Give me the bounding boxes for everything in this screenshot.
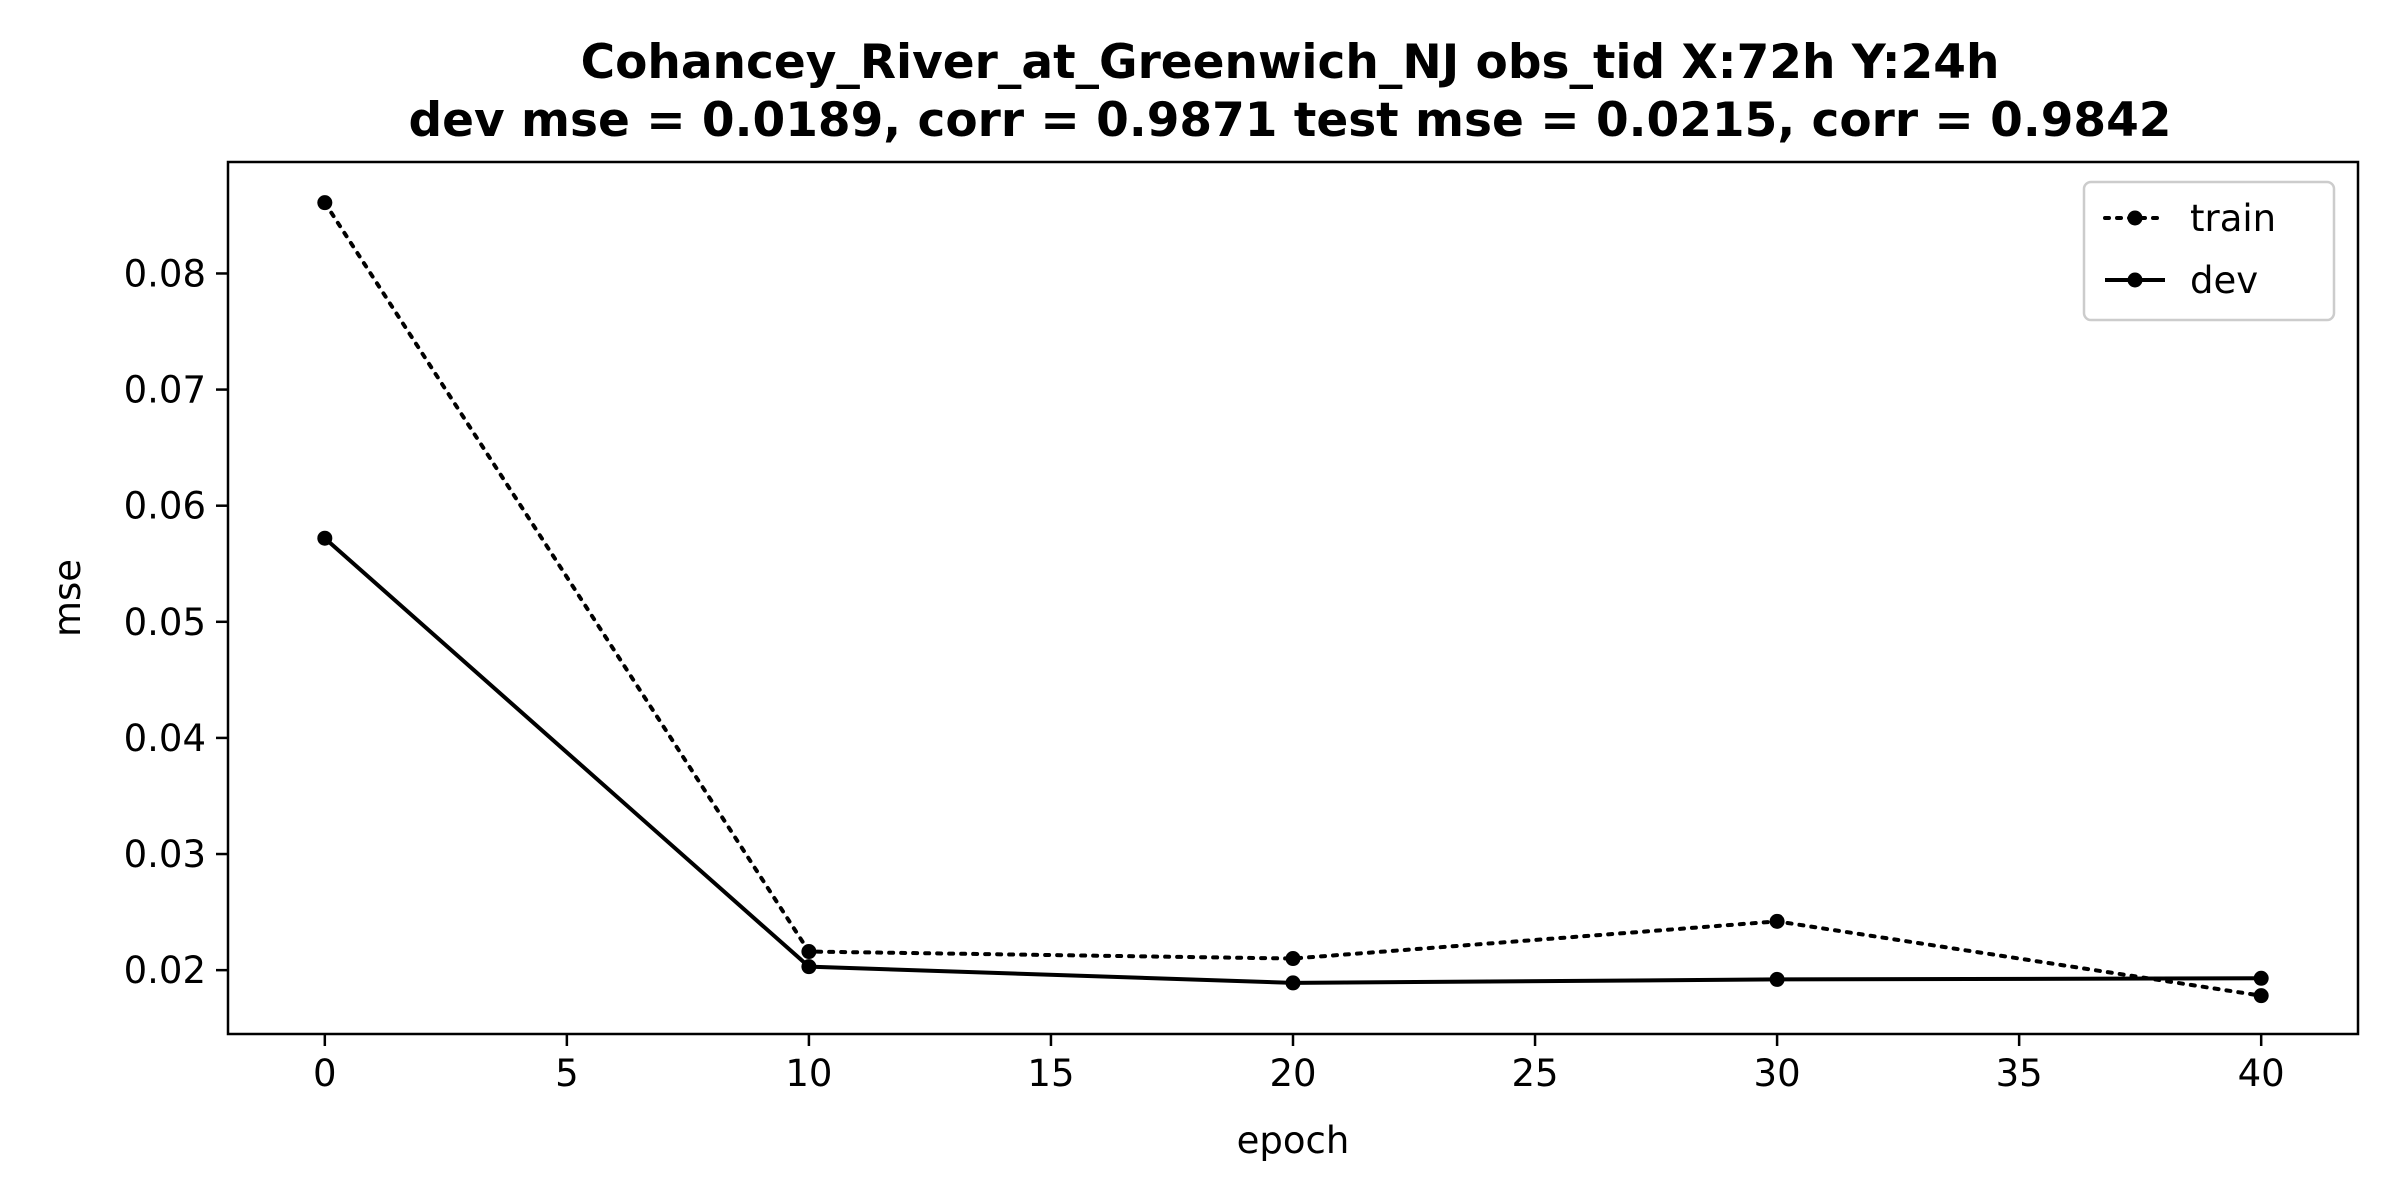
x-tick-label: 0	[313, 1052, 337, 1095]
series-line-dev	[323, 536, 2262, 985]
y-axis-ticks: 0.02 0.03 0.04 0.05 0.06 0.07 0.08	[124, 252, 228, 992]
x-tick-label: 15	[1027, 1052, 1074, 1095]
plot-area	[317, 195, 2269, 1004]
legend-label-dev: dev	[2190, 259, 2258, 302]
x-tick-label: 35	[1996, 1052, 2043, 1095]
y-tick-label: 0.05	[124, 601, 206, 644]
y-tick-label: 0.06	[124, 485, 206, 528]
legend-marker-dev	[2127, 272, 2143, 288]
x-tick-label: 5	[555, 1052, 579, 1095]
legend-box	[2082, 180, 2336, 322]
chart-title: Cohancey_River_at_Greenwich_NJ obs_tid X…	[581, 35, 2000, 90]
chart-subtitle: dev mse = 0.0189, corr = 0.9871 test mse…	[408, 93, 2171, 148]
y-tick-label: 0.03	[124, 833, 206, 876]
x-axis-ticks: 0 5 10 15 20 25 30 35 40	[313, 1034, 2285, 1095]
series-line-train	[322, 200, 2264, 998]
data-point-train	[1769, 913, 1785, 929]
x-tick-label: 40	[2238, 1052, 2285, 1095]
x-tick-label: 30	[1754, 1052, 1801, 1095]
x-tick-label: 25	[1511, 1052, 1558, 1095]
data-point-train	[1285, 951, 1301, 967]
y-axis-label: mse	[46, 559, 89, 637]
legend-label-train: train	[2190, 197, 2276, 240]
x-axis-label: epoch	[1237, 1119, 1350, 1162]
y-tick-label: 0.07	[124, 369, 206, 412]
legend: train dev	[2082, 180, 2336, 322]
data-point-dev	[317, 530, 333, 546]
data-point-train	[317, 195, 333, 211]
y-tick-label: 0.08	[124, 252, 206, 295]
data-point-train	[801, 944, 817, 960]
y-tick-label: 0.02	[124, 949, 206, 992]
axes-frame	[226, 160, 2360, 1036]
y-tick-label: 0.04	[124, 717, 206, 760]
x-tick-label: 10	[785, 1052, 832, 1095]
legend-marker-train	[2127, 210, 2143, 226]
data-point-train	[2253, 988, 2269, 1004]
data-point-dev	[801, 959, 817, 975]
data-point-dev	[1285, 975, 1301, 991]
data-point-dev	[2253, 970, 2269, 986]
x-tick-label: 20	[1269, 1052, 1316, 1095]
data-point-dev	[1769, 971, 1785, 987]
